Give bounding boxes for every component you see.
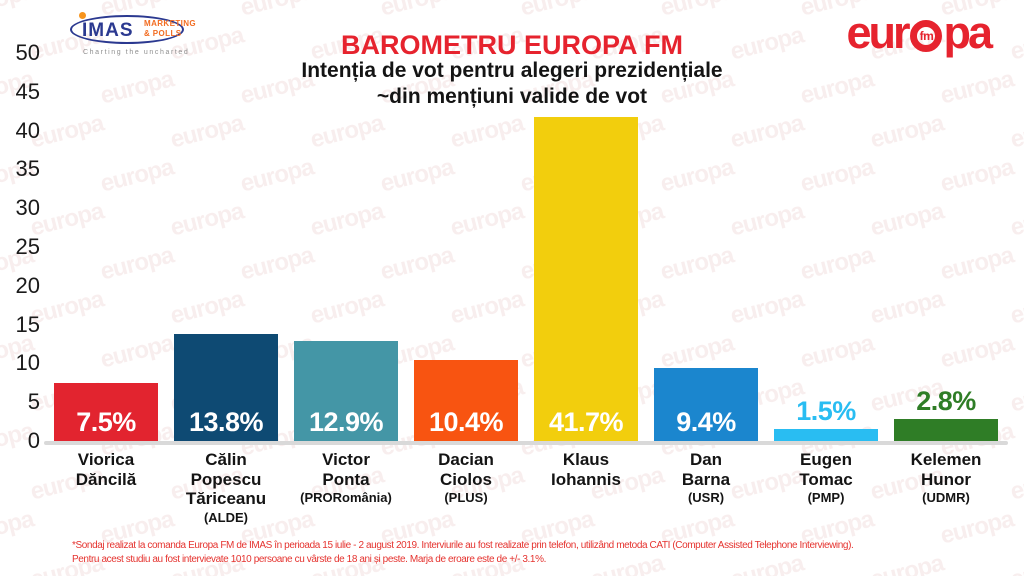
registered-mark-icon: ® [910,30,917,39]
party-label: (ALDE) [203,509,249,525]
bar-value-label: 2.8% [916,386,976,417]
y-axis: 0 5 10 15 20 25 30 35 40 45 50 [0,0,40,576]
bar [534,117,638,441]
y-tick-label: 20 [15,272,40,298]
bar-value-label: 1.5% [796,396,856,427]
footnote-line-1: *Sondaj realizat la comanda Europa FM de… [72,540,854,551]
imas-logo-mark: IMAS MARKETING & POLLS [70,12,230,46]
imas-logo: IMAS MARKETING & POLLS Charting the unch… [70,12,230,56]
category-label: Viorica Dăncilă [46,450,166,489]
bar [654,368,758,441]
footnote: *Sondaj realizat la comanda Europa FM de… [72,539,854,566]
category-label: Dan Barna (USR) [646,450,766,505]
candidate-name-line: Călin [205,450,247,469]
bar [414,360,518,441]
candidate-name-line: Ciolos [440,469,492,489]
bar-value-label: 12.9% [308,407,384,437]
candidate-name-line: Viorica [77,450,135,469]
bar-group: 41.7% [526,53,646,441]
bar-value-label: 41.7% [548,407,624,437]
bar-value-label: 10.4% [428,407,504,437]
candidate-name-line: Dacian [438,450,494,469]
bar [894,419,998,441]
bar [54,382,158,441]
y-tick-label: 45 [15,78,40,104]
europafm-logo-text-post: pa [943,7,992,58]
candidate-name-line: Dan [689,450,723,469]
party-label: (UDMR) [922,490,970,505]
bar [294,340,398,441]
category-label: Klaus Iohannis [526,450,646,489]
party-label: (PLUS) [444,490,488,505]
y-tick-label: 5 [27,389,40,415]
candidate-name-line: Kelemen [910,450,982,469]
bar-group: 9.4% [646,53,766,441]
category-label: Eugen Tomac (PMP) [766,450,886,505]
plot-area: 7.5% 13.8% 12.9% 10.4% 41.7% 9.4% 1.5% 2.8% [46,53,1006,441]
europafm-fm-circle-icon: fm [910,19,943,52]
party-label: (PRORomânia) [300,490,392,505]
bar [774,429,878,441]
bar-group: 12.9% [286,53,406,441]
candidate-name-line: Ponta [322,469,370,489]
x-axis-category-labels: Viorica Dăncilă Călin Popescu Tăriceanu (ALDE… [0,450,1024,540]
category-label: Dacian Ciolos (PLUS) [406,450,526,505]
bar-group: 1.5% [766,53,886,441]
bar-group: 2.8% [886,53,1006,441]
category-label: Victor Ponta (PRORomânia) [286,450,406,505]
bar-value-label: 13.8% [188,407,264,437]
bar-group: 7.5% [46,53,166,441]
imas-logo-text: IMAS [82,20,134,41]
candidate-name-line: Tăriceanu [185,489,267,508]
party-label: (USR) [687,490,725,505]
y-tick-label: 35 [15,156,40,182]
bar-value-label: 9.4% [676,407,736,437]
party-label: (PMP) [807,490,845,505]
y-tick-label: 25 [15,234,40,259]
y-tick-label: 50 [15,40,40,65]
candidate-name-line: Popescu [190,469,262,489]
europafm-logo: eur ® fm pa [846,7,993,58]
europafm-logo-text-pre: eur [846,7,910,58]
footnote-line-2: Pentru acest studiu au fost intervievate… [72,553,546,565]
candidate-name-line: Barna [681,469,731,489]
y-tick-label: 30 [15,195,40,221]
candidate-name-line: Tomac [799,469,853,489]
y-tick-label: 0 [27,428,40,453]
imas-oval [70,15,184,44]
bar-group: 10.4% [406,53,526,441]
page-title: BAROMETRU EUROPA FM [341,30,683,60]
imas-polls-label: & POLLS [144,29,182,38]
candidate-name-line: Hunor [920,469,972,489]
category-label: Călin Popescu Tăriceanu (ALDE) [166,450,286,525]
bar-group: 13.8% [166,53,286,441]
bar [174,333,278,441]
chart-subtitle-line-2: ~din mențiuni valide de vot [376,85,648,108]
imas-marketing-polls-label: MARKETING & POLLS [144,19,196,39]
x-axis-line [44,441,1008,445]
europafm-fm-label: fm [919,28,934,43]
category-label: Kelemen Hunor (UDMR) [886,450,1006,505]
candidate-name-line: Victor [322,450,370,469]
chart-subtitle-line-1: Intenția de vot pentru alegeri prezidenț… [301,59,723,82]
y-tick-label: 40 [15,117,40,143]
y-tick-label: 15 [15,311,40,337]
candidate-name-line: Iohannis [551,469,621,489]
imas-marketing-label: MARKETING [144,19,197,28]
candidate-name-line: Dăncilă [75,469,137,489]
imas-dot-icon [79,12,86,19]
y-tick-label: 10 [15,350,40,376]
imas-tagline: Charting the uncharted [83,49,190,56]
candidate-name-line: Klaus [562,450,610,469]
bar-value-label: 7.5% [76,407,136,437]
candidate-name-line: Eugen [800,450,852,469]
